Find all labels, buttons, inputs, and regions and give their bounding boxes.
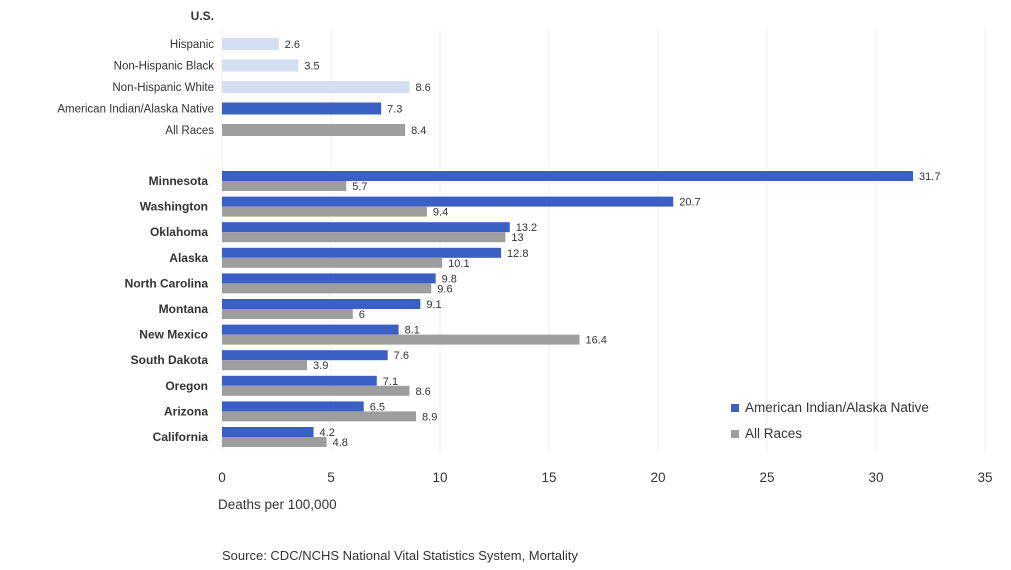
data-label-aian: 12.8 [507, 248, 528, 260]
bar-all-races-new-mexico [222, 334, 580, 345]
state-category-label: Arizona [164, 404, 208, 418]
us-data-label: 8.4 [411, 125, 426, 137]
bar-aian-montana [222, 299, 421, 309]
us-bar-all-races [222, 124, 406, 136]
legend-label: American Indian/Alaska Native [745, 400, 929, 415]
state-category-label: Washington [140, 200, 208, 214]
source-note: Source: CDC/NCHS National Vital Statisti… [222, 548, 578, 563]
data-label-aian: 4.2 [320, 427, 335, 439]
bar-all-races-oregon [222, 385, 410, 396]
bar-all-races-california [222, 437, 327, 447]
data-label-all-races: 9.4 [433, 207, 448, 219]
state-category-label: Alaska [169, 251, 208, 265]
bar-aian-california [222, 427, 314, 437]
x-tick-label: 15 [541, 470, 556, 485]
state-category-label: New Mexico [139, 328, 208, 342]
x-tick-label: 30 [868, 470, 883, 485]
data-label-aian: 6.5 [370, 401, 385, 413]
legend: American Indian/Alaska Native All Races [731, 400, 929, 441]
us-category-label: All Races [165, 125, 214, 137]
legend-swatch-all-races [731, 430, 739, 438]
x-tick-label: 10 [432, 470, 447, 485]
state-category-label: California [153, 430, 209, 444]
bar-aian-washington [222, 196, 674, 207]
data-label-all-races: 6 [359, 309, 365, 321]
data-label-all-races: 9.6 [437, 283, 452, 295]
bar-all-races-north-carolina [222, 283, 432, 294]
data-label-all-races: 13 [511, 232, 523, 244]
state-bars: Minnesota 31.7 5.7 Washington 20.7 9.4 Oklahom… [125, 171, 940, 449]
bar-all-races-montana [222, 309, 353, 319]
us-data-label: 7.3 [387, 104, 402, 116]
data-label-aian: 7.6 [394, 350, 409, 362]
state-category-label: South Dakota [131, 353, 209, 367]
x-tick-label: 5 [327, 470, 335, 485]
bar-all-races-minnesota [222, 181, 347, 191]
state-category-label: North Carolina [125, 276, 209, 290]
x-tick-label: 0 [218, 470, 226, 485]
us-bar-non-hispanic-black [222, 59, 299, 72]
bar-all-races-washington [222, 206, 427, 217]
data-label-aian: 7.1 [383, 376, 398, 388]
us-bar-hispanic [222, 38, 279, 50]
data-label-aian: 13.2 [516, 222, 537, 234]
x-axis: 0 5 10 15 20 25 30 35 [218, 470, 992, 485]
bar-aian-minnesota [222, 171, 914, 181]
state-category-label: Minnesota [149, 174, 209, 188]
bar-aian-alaska [222, 247, 502, 258]
x-tick-label: 35 [977, 470, 992, 485]
bar-aian-south-dakota [222, 350, 388, 361]
legend-swatch-american-indian-alaska-native [731, 404, 739, 412]
bar-all-races-oklahoma [222, 232, 506, 243]
us-bar-non-hispanic-white [222, 81, 410, 93]
us-data-label: 8.6 [415, 82, 430, 94]
x-tick-label: 20 [650, 470, 665, 485]
us-panel-title: U.S. [191, 9, 214, 23]
data-label-aian: 9.1 [426, 299, 441, 311]
data-label-all-races: 16.4 [586, 335, 607, 347]
bar-aian-oklahoma [222, 222, 510, 233]
data-label-all-races: 5.7 [352, 181, 367, 193]
us-bar-american-indian-alaska-native [222, 102, 382, 115]
data-label-aian: 8.1 [405, 325, 420, 337]
data-label-all-races: 4.8 [333, 437, 348, 449]
data-label-all-races: 8.9 [422, 411, 437, 423]
us-data-label: 2.6 [285, 39, 300, 51]
data-label-all-races: 10.1 [448, 258, 469, 270]
bar-aian-arizona [222, 401, 364, 412]
bar-aian-new-mexico [222, 324, 399, 335]
bar-all-races-alaska [222, 257, 443, 268]
x-tick-label: 25 [759, 470, 774, 485]
bar-all-races-arizona [222, 411, 417, 422]
x-axis-label: Deaths per 100,000 [218, 497, 337, 512]
data-label-aian: 9.8 [442, 273, 457, 285]
data-label-aian: 31.7 [919, 171, 940, 183]
bar-aian-north-carolina [222, 273, 436, 284]
us-category-label: Non-Hispanic White [112, 82, 214, 94]
state-category-label: Oklahoma [150, 225, 208, 239]
us-category-label: American Indian/Alaska Native [57, 104, 214, 116]
us-data-label: 3.5 [304, 61, 319, 73]
state-category-label: Montana [159, 302, 209, 316]
legend-label: All Races [745, 426, 802, 441]
state-category-label: Oregon [165, 379, 208, 393]
data-label-all-races: 8.6 [415, 386, 430, 398]
data-label-aian: 20.7 [679, 197, 700, 209]
bar-aian-oregon [222, 375, 377, 386]
us-category-label: Hispanic [170, 39, 214, 51]
us-panel-bars: Hispanic 2.6 Non-Hispanic Black 3.5 Non-Hisp… [57, 38, 431, 137]
us-category-label: Non-Hispanic Black [114, 61, 215, 73]
data-label-all-races: 3.9 [313, 360, 328, 372]
bar-all-races-south-dakota [222, 360, 308, 371]
